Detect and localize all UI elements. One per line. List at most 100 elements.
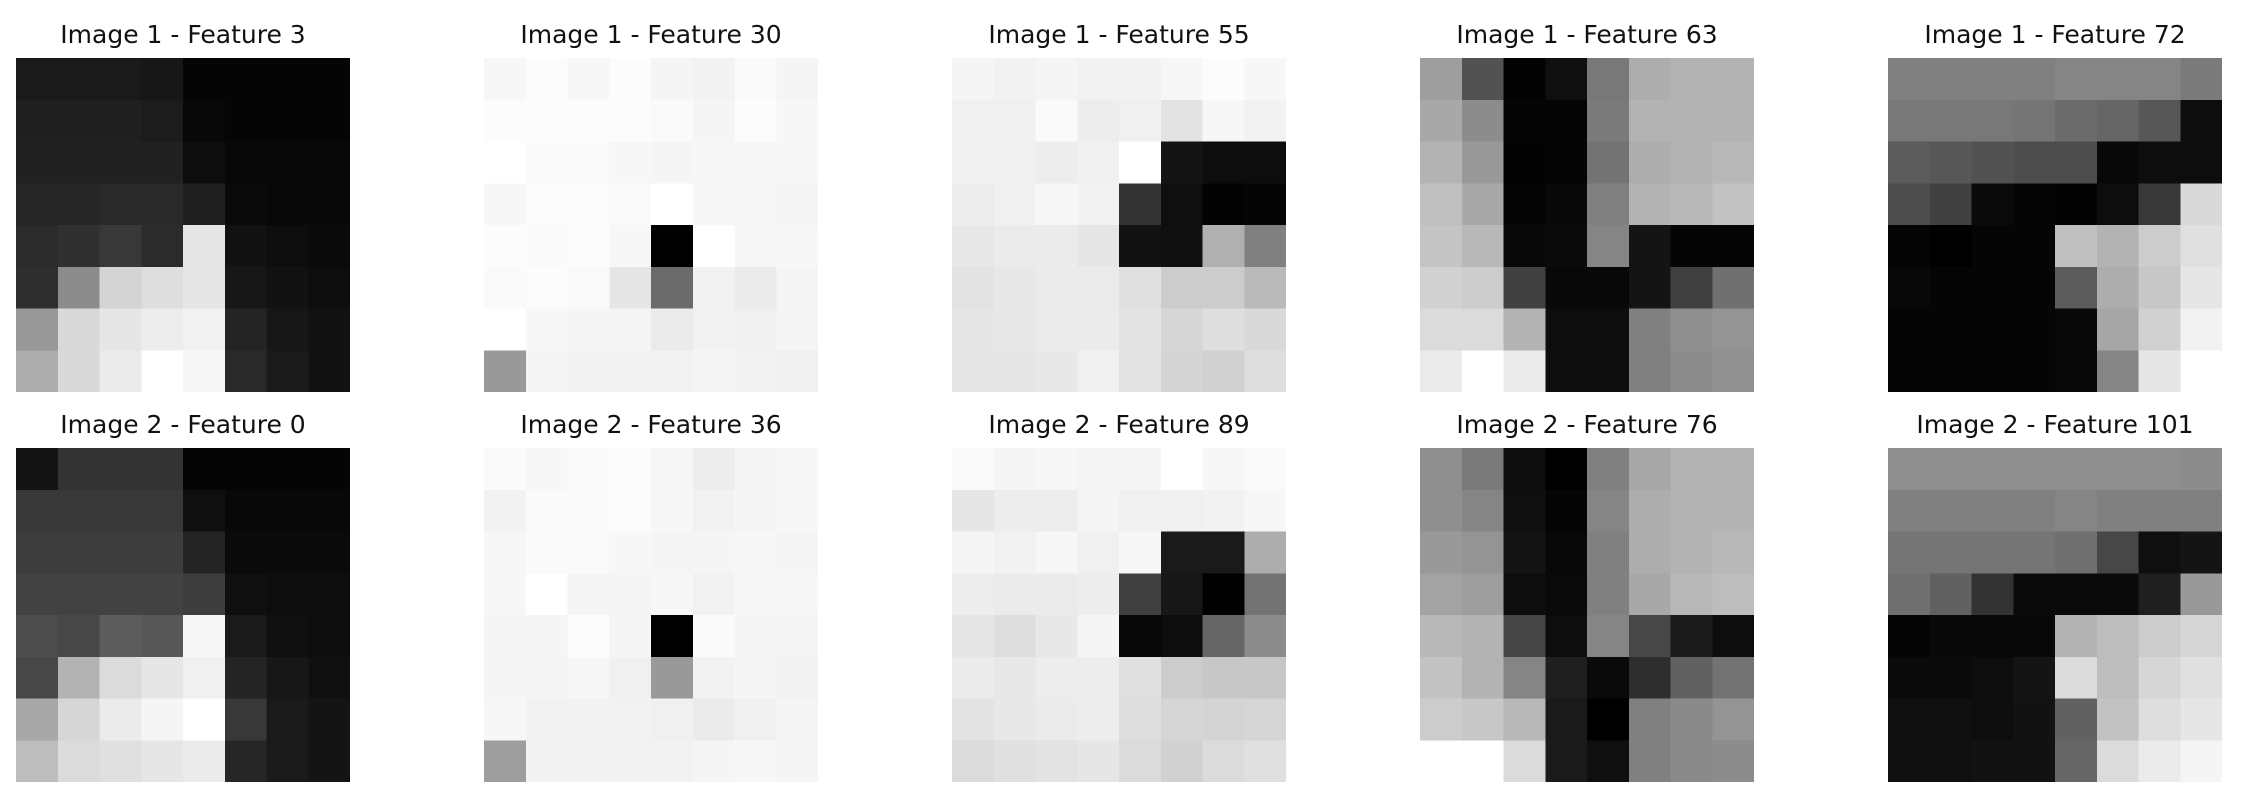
heatmap-cell-r3-c1: [57, 183, 100, 226]
heatmap-cell-r4-c2: [99, 225, 142, 268]
heatmap-cell-r5-c1: [1929, 266, 1972, 309]
heatmap-cell-r7-c3: [141, 740, 184, 782]
heatmap-cell-r7-c7: [308, 740, 350, 782]
heatmap-cell-r0-c6: [734, 58, 777, 101]
heatmap-cell-r2-c2: [1503, 531, 1546, 574]
heatmap-cell-r3-c6: [1670, 183, 1713, 226]
heatmap-cell-r7-c3: [1545, 350, 1588, 392]
heatmap-cell-r0-c6: [1670, 448, 1713, 491]
heatmap-cell-r3-c7: [2180, 573, 2222, 616]
heatmap-cell-r7-c3: [609, 740, 652, 782]
heatmap-cell-r6-c0: [952, 698, 995, 741]
heatmap-cell-r4-c2: [567, 615, 610, 658]
heatmap-cell-r4-c0: [484, 615, 527, 658]
heatmap-cell-r0-c3: [609, 58, 652, 101]
heatmap-cell-r1-c2: [567, 99, 610, 142]
heatmap-cell-r4-c1: [993, 225, 1036, 268]
heatmap-cell-r3-c6: [734, 183, 777, 226]
heatmap-cell-r5-c1: [1461, 656, 1504, 699]
heatmap-cell-r2-c6: [266, 531, 309, 574]
heatmap-cell-r5-c5: [692, 266, 735, 309]
heatmap-cell-r7-c6: [266, 350, 309, 392]
heatmap-cell-r3-c5: [692, 573, 735, 616]
heatmap-cell-r6-c4: [2055, 308, 2098, 351]
heatmap-cell-r1-c3: [609, 489, 652, 532]
heatmap-cell-r0-c3: [141, 58, 184, 101]
heatmap-cell-r1-c7: [1712, 489, 1754, 532]
heatmap-cell-r6-c4: [183, 698, 226, 741]
heatmap-cell-r0-c2: [99, 448, 142, 491]
heatmap-cell-r0-c7: [308, 58, 350, 101]
heatmap: [16, 448, 350, 782]
heatmap-cell-r3-c5: [1628, 183, 1671, 226]
heatmap-cell-r1-c7: [776, 489, 818, 532]
heatmap-cell-r4-c2: [1971, 225, 2014, 268]
heatmap-cell-r1-c1: [1461, 99, 1504, 142]
heatmap-cell-r7-c0: [16, 350, 59, 392]
heatmap-cell-r1-c3: [1077, 99, 1120, 142]
heatmap-cell-r5-c1: [1929, 656, 1972, 699]
heatmap: [952, 448, 1286, 782]
heatmap-cell-r6-c0: [484, 698, 527, 741]
heatmap-cell-r1-c7: [1244, 489, 1286, 532]
heatmap-cell-r2-c0: [16, 531, 59, 574]
heatmap-cell-r5-c4: [183, 656, 226, 699]
heatmap-cell-r5-c1: [1461, 266, 1504, 309]
heatmap-cell-r4-c0: [952, 225, 995, 268]
heatmap-cell-r1-c6: [734, 99, 777, 142]
heatmap-cell-r7-c1: [1461, 350, 1504, 392]
heatmap-cell-r7-c5: [1628, 350, 1671, 392]
heatmap-cell-r1-c0: [1420, 489, 1463, 532]
heatmap-cell-r4-c7: [2180, 615, 2222, 658]
heatmap-cell-r7-c7: [1712, 740, 1754, 782]
heatmap-cell-r4-c0: [952, 615, 995, 658]
heatmap-cell-r2-c6: [1202, 141, 1245, 184]
heatmap-cell-r7-c0: [1420, 740, 1463, 782]
heatmap-cell-r3-c3: [1077, 573, 1120, 616]
heatmap-cell-r2-c2: [1035, 141, 1078, 184]
heatmap-cell-r1-c5: [692, 99, 735, 142]
heatmap-cell-r5-c7: [1244, 656, 1286, 699]
heatmap-cell-r1-c7: [1712, 99, 1754, 142]
heatmap-cell-r2-c1: [57, 531, 100, 574]
heatmap-cell-r0-c5: [2096, 448, 2139, 491]
heatmap-cell-r3-c2: [567, 183, 610, 226]
heatmap-cell-r6-c6: [1670, 308, 1713, 351]
heatmap-cell-r4-c6: [1202, 615, 1245, 658]
heatmap-cell-r6-c4: [1587, 308, 1630, 351]
heatmap-cell-r3-c2: [1035, 183, 1078, 226]
heatmap-cell-r7-c3: [141, 350, 184, 392]
heatmap-cell-r2-c3: [2013, 141, 2056, 184]
heatmap-cell-r6-c5: [1160, 308, 1203, 351]
heatmap-cell-r1-c3: [141, 99, 184, 142]
heatmap-cell-r4-c3: [2013, 615, 2056, 658]
heatmap-cell-r6-c1: [525, 308, 568, 351]
heatmap-cell-r0-c6: [1202, 448, 1245, 491]
heatmap-cell-r3-c7: [2180, 183, 2222, 226]
heatmap-cell-r6-c4: [1587, 698, 1630, 741]
heatmap-cell-r7-c6: [734, 740, 777, 782]
heatmap-cell-r5-c1: [57, 266, 100, 309]
heatmap-cell-r0-c5: [1160, 448, 1203, 491]
heatmap-cell-r7-c0: [484, 740, 527, 782]
heatmap-cell-r4-c1: [993, 615, 1036, 658]
heatmap-cell-r0-c2: [1971, 58, 2014, 101]
heatmap-cell-r2-c6: [2138, 531, 2181, 574]
heatmap-cell-r2-c1: [57, 141, 100, 184]
heatmap-cell-r6-c4: [651, 698, 694, 741]
heatmap-cell-r2-c0: [1888, 531, 1931, 574]
heatmap-cell-r3-c0: [1888, 573, 1931, 616]
heatmap-cell-r4-c7: [776, 225, 818, 268]
heatmap-cell-r2-c7: [776, 141, 818, 184]
heatmap-cell-r0-c2: [1035, 58, 1078, 101]
heatmap-cell-r2-c7: [2180, 531, 2222, 574]
heatmap-cell-r6-c3: [141, 308, 184, 351]
heatmap-cell-r4-c0: [1420, 615, 1463, 658]
heatmap-cell-r7-c5: [692, 350, 735, 392]
heatmap-cell-r3-c6: [2138, 183, 2181, 226]
heatmap-cell-r5-c4: [1587, 266, 1630, 309]
heatmap-cell-r4-c3: [1545, 615, 1588, 658]
heatmap-cell-r4-c4: [2055, 615, 2098, 658]
heatmap-cell-r2-c2: [1971, 531, 2014, 574]
heatmap-cell-r0-c3: [1077, 58, 1120, 101]
